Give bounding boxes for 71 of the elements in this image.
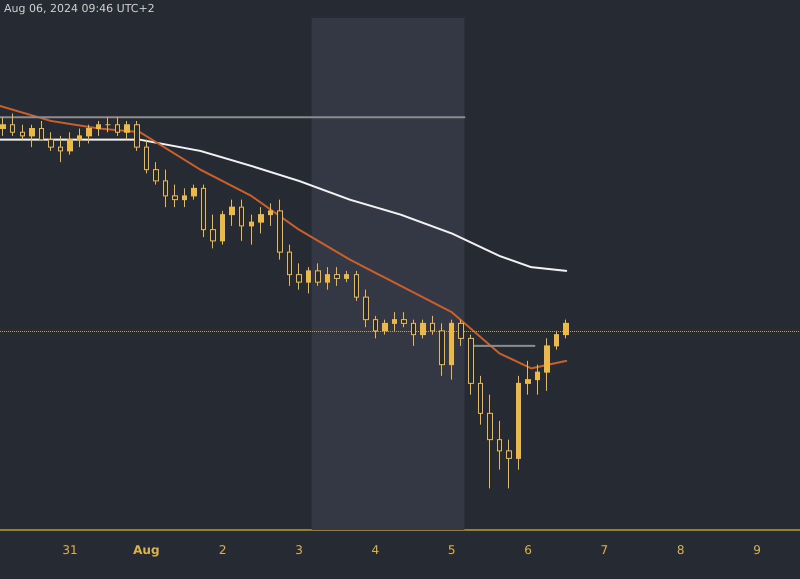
candlestick (325, 266, 330, 290)
x-tick-label: 5 (448, 543, 456, 557)
candlestick (544, 338, 550, 392)
x-tick-label: 3 (295, 543, 303, 557)
candlestick (392, 312, 397, 332)
candlestick (115, 116, 120, 136)
candlestick (344, 270, 349, 283)
candlestick (401, 312, 407, 328)
candlestick (191, 184, 197, 200)
candlestick (58, 135, 63, 163)
candlestick (163, 169, 168, 208)
candlestick (124, 120, 130, 140)
candlestick (315, 262, 321, 286)
candlestick (48, 132, 54, 152)
candlestick (268, 202, 273, 226)
candlestick (182, 188, 187, 208)
candlestick (134, 120, 140, 152)
candlestick (153, 162, 159, 186)
candlestick (67, 132, 73, 156)
candlestick (411, 319, 416, 346)
candlestick (201, 184, 206, 238)
candlestick (105, 116, 111, 133)
x-tick-label: 4 (372, 543, 380, 557)
candlestick (210, 214, 216, 249)
candlestick (249, 214, 254, 246)
candlestick (229, 199, 235, 226)
candlestick (430, 315, 435, 336)
candlestick (497, 420, 502, 470)
candlestick (172, 184, 178, 208)
candlestick (258, 206, 264, 234)
candlestick (29, 124, 35, 148)
candlestick (439, 322, 445, 376)
candlestick (220, 210, 225, 246)
candlestick (239, 199, 244, 242)
candlestick (449, 319, 454, 380)
candlestick (525, 360, 531, 396)
candlestick (77, 128, 82, 148)
text: Aug 06, 2024 09:46 UTC+2 (4, 2, 155, 15)
candlestick (506, 439, 512, 489)
candlestick (306, 266, 311, 294)
candlestick (39, 120, 44, 140)
candlestick (354, 270, 359, 302)
candlestick (277, 199, 283, 260)
candlestick (20, 124, 25, 140)
candlestick (535, 364, 540, 396)
candlestick (563, 319, 569, 339)
x-tick-label: 6 (524, 543, 532, 557)
x-tick-label: Aug (133, 543, 160, 557)
x-tick-label: 2 (218, 543, 226, 557)
candlestick (10, 112, 15, 136)
candlestick (86, 124, 92, 144)
x-tick-label: 31 (62, 543, 78, 557)
candlestick (554, 330, 559, 350)
candlestick (420, 319, 426, 339)
candlestick (373, 315, 378, 339)
candlestick (468, 334, 474, 396)
candlestick (458, 319, 464, 346)
x-tick-label: 7 (600, 543, 608, 557)
candlestick (287, 244, 292, 286)
x-tick-label: 9 (753, 543, 761, 557)
candlestick (334, 266, 340, 286)
x-tick-label: 8 (676, 543, 685, 557)
candlestick (296, 262, 302, 290)
candlestick (487, 394, 493, 489)
candlestick (478, 375, 483, 426)
candlestick (516, 375, 521, 470)
candlestick (96, 120, 101, 136)
candlestick (363, 289, 369, 328)
candlestick (144, 139, 149, 174)
candlestick (382, 319, 388, 336)
candlestick (0, 116, 6, 136)
